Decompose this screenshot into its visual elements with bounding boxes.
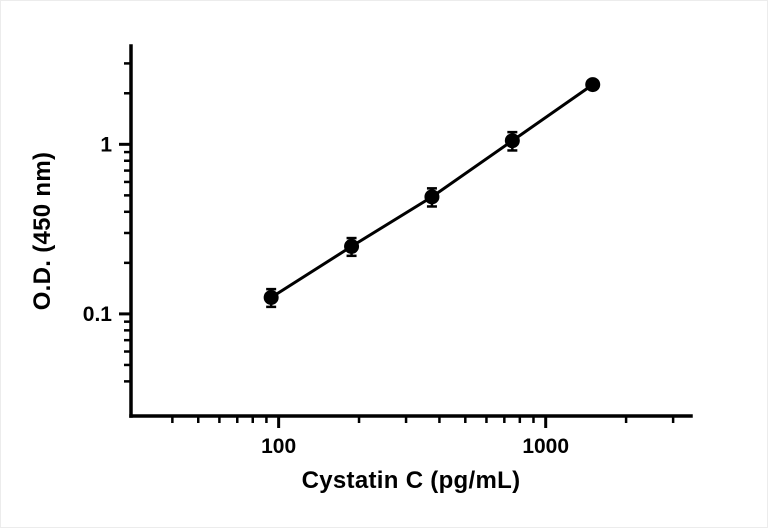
x-tick-label: 1000 xyxy=(522,435,569,458)
data-point-marker xyxy=(585,77,601,93)
y-tick-label: 1 xyxy=(100,133,112,156)
data-point-marker xyxy=(263,289,279,305)
data-point-marker xyxy=(504,133,520,149)
y-tick-label: 0.1 xyxy=(83,303,113,326)
data-point-marker xyxy=(424,189,440,205)
y-axis-label: O.D. (450 nm) xyxy=(29,151,56,311)
data-point-marker xyxy=(344,238,360,254)
x-axis-label: Cystatin C (pg/mL) xyxy=(301,467,521,494)
x-tick-label: 100 xyxy=(261,435,296,458)
